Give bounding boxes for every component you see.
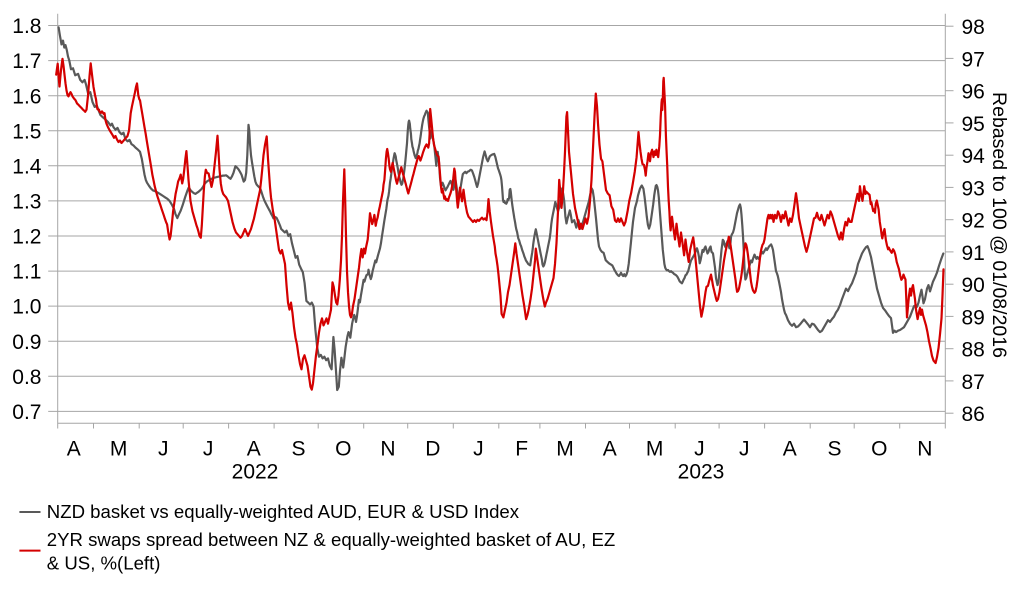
svg-text:2023: 2023 xyxy=(678,460,725,483)
svg-text:J: J xyxy=(694,437,705,460)
svg-text:J: J xyxy=(473,437,484,460)
svg-text:97: 97 xyxy=(962,48,985,71)
svg-text:A: A xyxy=(67,437,81,460)
svg-text:A: A xyxy=(247,437,261,460)
svg-text:1.2: 1.2 xyxy=(12,226,41,249)
svg-text:D: D xyxy=(425,437,440,460)
svg-text:S: S xyxy=(827,437,841,460)
svg-text:& US, %(Left): & US, %(Left) xyxy=(47,553,161,574)
svg-text:86: 86 xyxy=(962,403,985,426)
svg-text:Rebased to 100 @ 01/08/2016: Rebased to 100 @ 01/08/2016 xyxy=(988,92,1010,358)
svg-text:2022: 2022 xyxy=(232,460,279,483)
svg-text:98: 98 xyxy=(962,16,985,39)
svg-text:J: J xyxy=(158,437,169,460)
svg-text:0.8: 0.8 xyxy=(12,366,41,389)
svg-text:1.8: 1.8 xyxy=(12,15,41,38)
svg-text:N: N xyxy=(917,437,932,460)
svg-text:1.4: 1.4 xyxy=(12,155,42,178)
svg-text:94: 94 xyxy=(962,145,986,168)
svg-text:1.0: 1.0 xyxy=(12,296,41,319)
svg-text:F: F xyxy=(515,437,528,460)
svg-text:93: 93 xyxy=(962,177,985,200)
svg-text:1.7: 1.7 xyxy=(12,50,41,73)
svg-text:1.6: 1.6 xyxy=(12,85,41,108)
svg-text:M: M xyxy=(556,437,574,460)
svg-text:88: 88 xyxy=(962,339,985,362)
svg-text:1.1: 1.1 xyxy=(12,261,41,284)
svg-text:90: 90 xyxy=(962,274,985,297)
svg-text:S: S xyxy=(291,437,305,460)
svg-text:89: 89 xyxy=(962,306,985,329)
svg-text:2YR swaps spread between NZ &: 2YR swaps spread between NZ & equally-we… xyxy=(47,529,615,550)
svg-text:NZD basket vs equally-weighted: NZD basket vs equally-weighted AUD, EUR … xyxy=(47,501,520,522)
svg-text:A: A xyxy=(783,437,797,460)
svg-text:A: A xyxy=(603,437,617,460)
svg-text:95: 95 xyxy=(962,113,985,136)
svg-text:1.5: 1.5 xyxy=(12,120,41,143)
svg-text:N: N xyxy=(380,437,395,460)
svg-text:M: M xyxy=(110,437,128,460)
svg-text:O: O xyxy=(871,437,887,460)
svg-text:M: M xyxy=(646,437,664,460)
svg-text:0.9: 0.9 xyxy=(12,331,41,354)
svg-text:1.3: 1.3 xyxy=(12,191,41,214)
svg-text:96: 96 xyxy=(962,81,985,104)
svg-text:87: 87 xyxy=(962,371,985,394)
svg-text:92: 92 xyxy=(962,210,985,233)
svg-text:J: J xyxy=(203,437,214,460)
svg-text:J: J xyxy=(739,437,750,460)
svg-text:91: 91 xyxy=(962,242,985,265)
svg-text:0.7: 0.7 xyxy=(12,401,41,424)
svg-text:O: O xyxy=(335,437,351,460)
